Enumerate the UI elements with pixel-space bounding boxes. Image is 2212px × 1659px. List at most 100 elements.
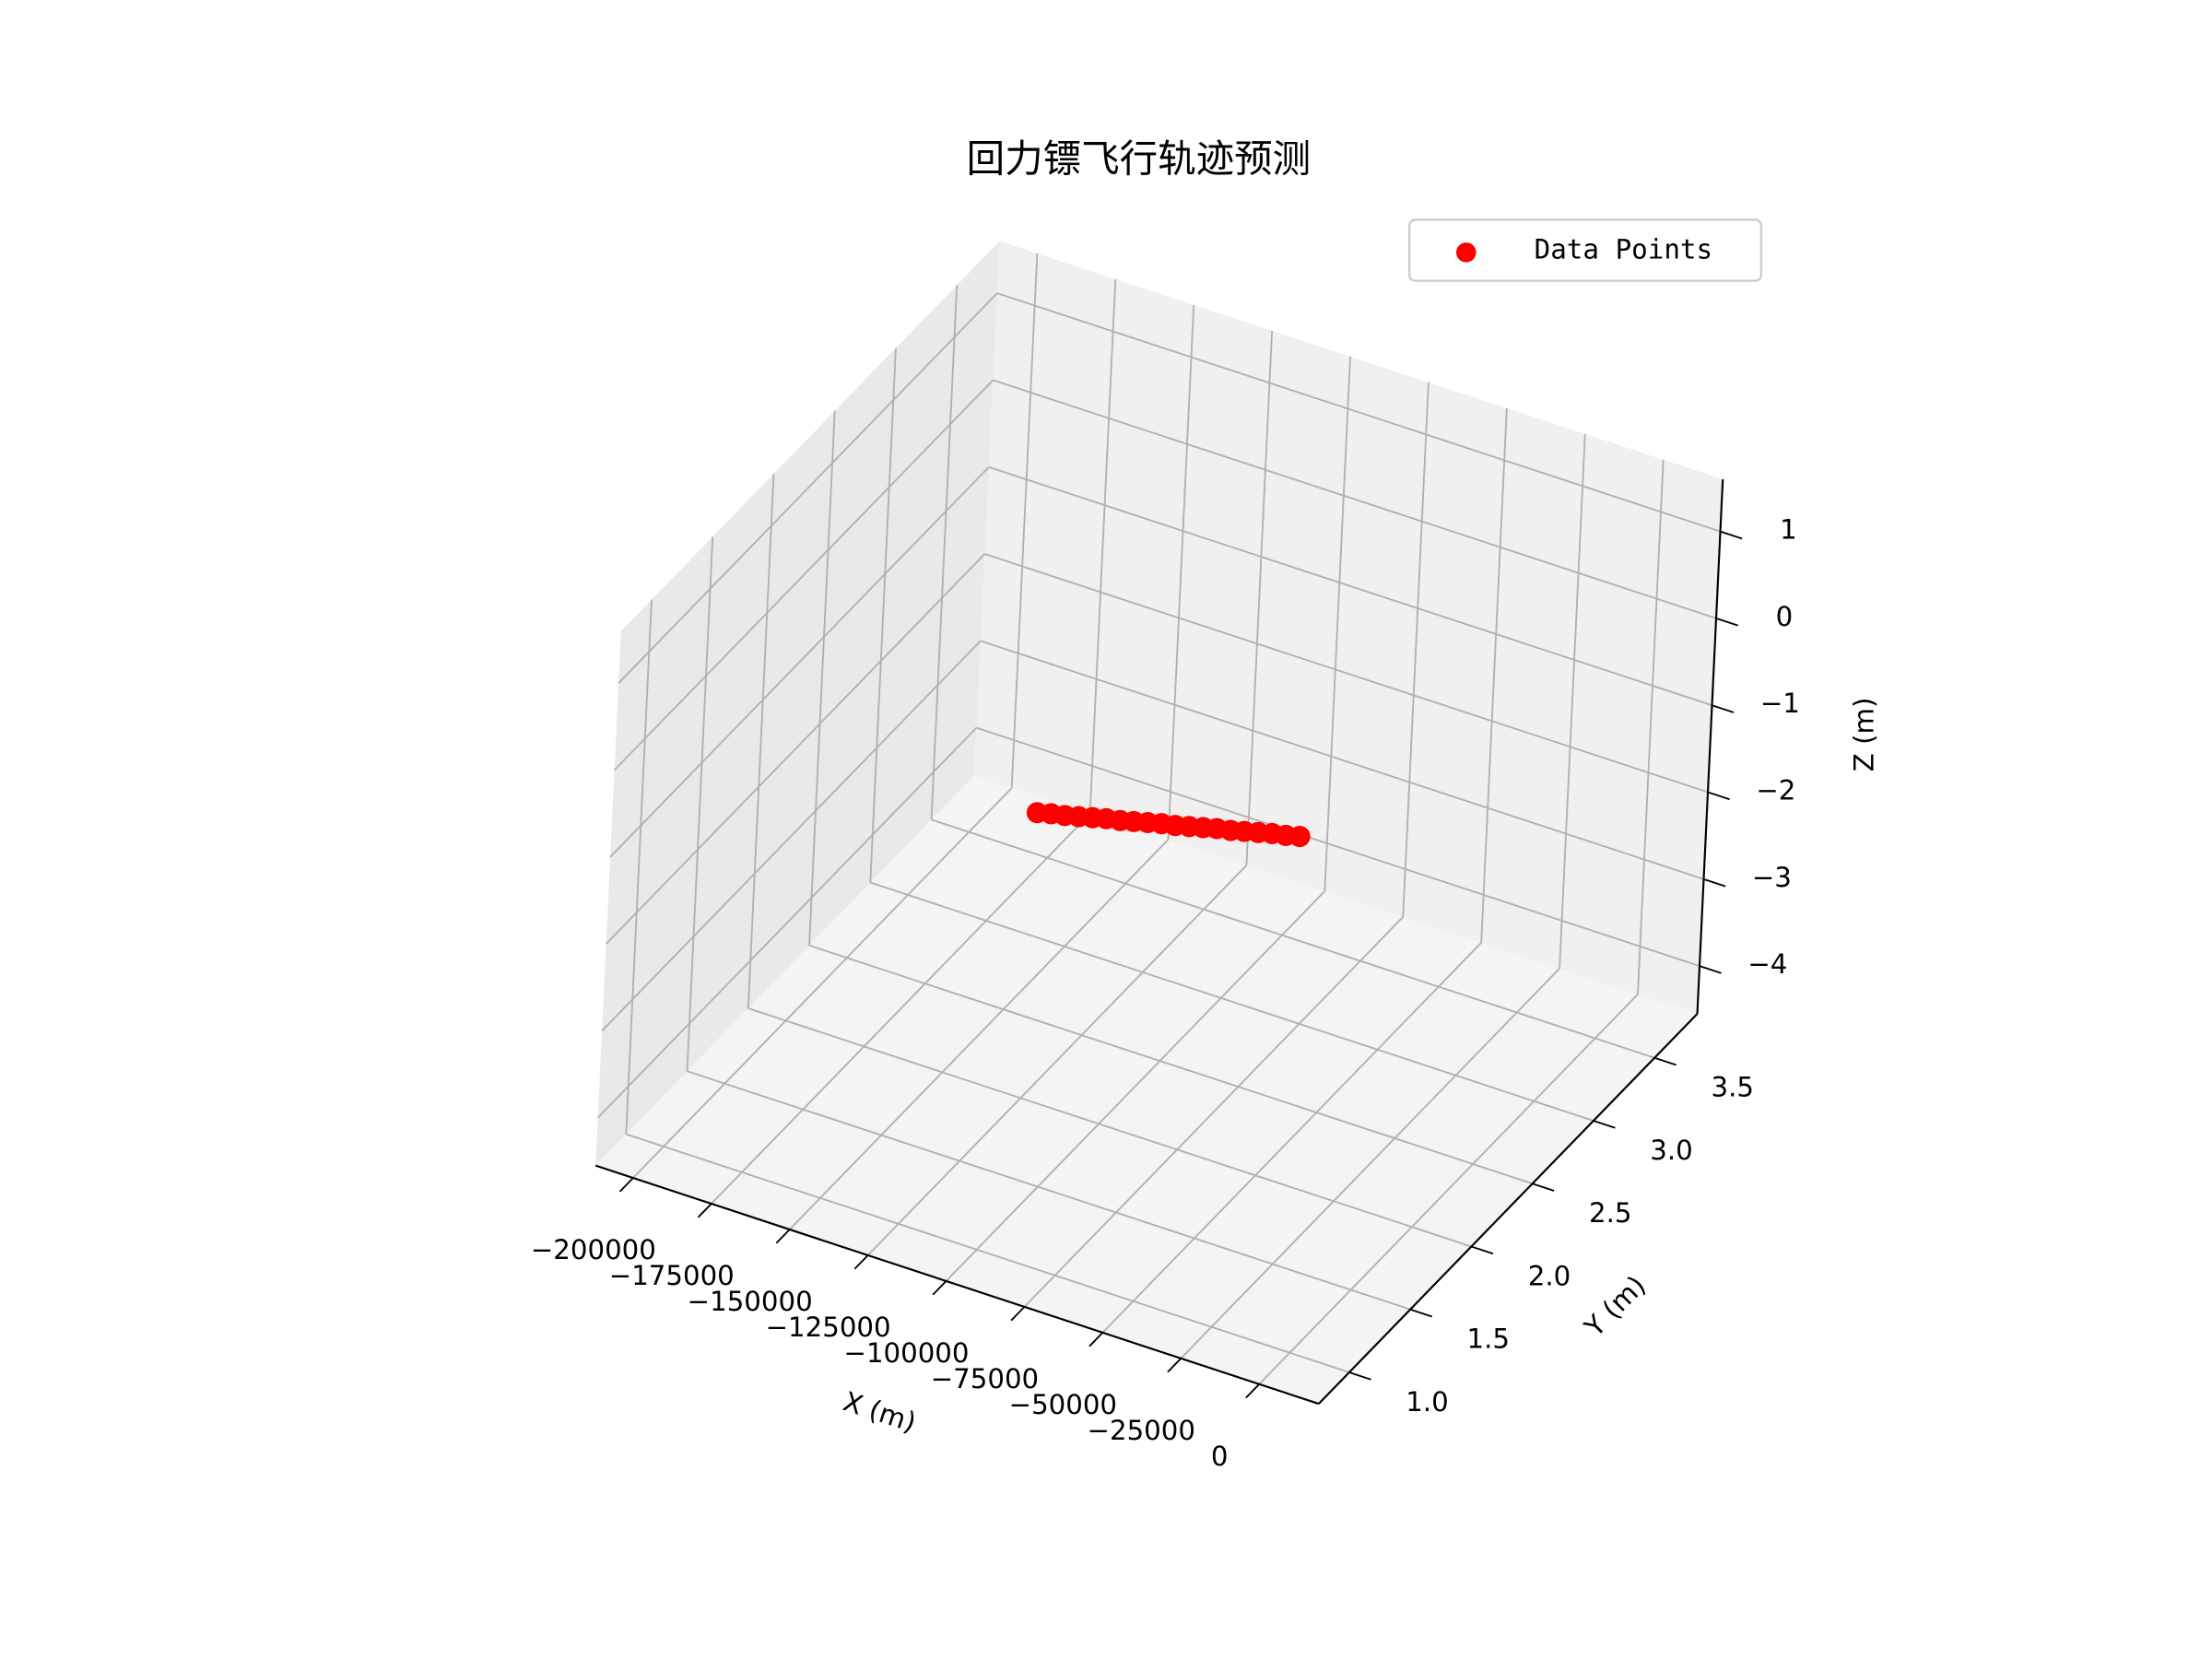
grid-line [870,881,1594,1122]
z-tick-label: 1 [1780,514,1797,546]
x-tick-label: 0 [1211,1441,1229,1472]
x-tick [1245,1383,1260,1399]
z-tick [1703,877,1726,888]
grid-line [945,890,1326,1282]
y-axis-line [1317,1013,1699,1405]
grid-line [747,473,775,1009]
grid-line [1324,356,1351,891]
y-tick-label: 1.0 [1406,1386,1448,1418]
z-tick [1720,530,1743,540]
z-tick-label: −2 [1756,775,1795,806]
grid-line [687,1070,1411,1311]
grid-line [1167,304,1195,840]
x-tick-label: −50000 [1009,1389,1117,1420]
grid-line [686,536,714,1072]
z-tick-label: −4 [1747,948,1787,980]
axes: −200000−175000−150000−125000−100000−7500… [531,478,1800,1472]
x-tick-label: −75000 [931,1363,1039,1394]
grid-line [1088,278,1117,814]
grid-line [1637,459,1665,994]
x-tick-label: −175000 [609,1260,735,1291]
z-tick-label: 0 [1776,601,1794,632]
x-tick [932,1280,947,1296]
y-tick [1471,1245,1494,1255]
grid-line [1023,916,1404,1308]
grid-line [993,379,1717,619]
grid-line [808,410,836,946]
grid-line [931,818,1655,1059]
grid-line [976,726,1700,968]
x-tick [697,1203,712,1218]
grid-line [618,292,998,684]
x-tick [1088,1332,1104,1347]
grid-line [625,599,653,1135]
grid-line [605,553,986,945]
grid-line [747,1007,1472,1248]
grid-line [789,839,1170,1230]
grid-line [996,292,1721,533]
z-axis-line [1696,478,1724,1015]
grid-line [984,553,1709,794]
chart-title: 回力镖飞行轨迹预测 [967,135,1312,181]
grid-line [980,640,1704,880]
grid-line [596,727,978,1119]
grid-line [613,379,994,771]
legend-frame [1408,218,1762,282]
z-tick [1707,791,1730,801]
x-tick [1167,1358,1182,1373]
y-tick-label: 1.5 [1467,1324,1510,1355]
legend: Data Points [1408,218,1762,282]
legend-label: Data Points [1535,233,1713,265]
x-axis-line [594,1164,1320,1406]
z-axis-label: Z (m) [1849,698,1880,772]
y-tick [1348,1371,1371,1381]
panes [595,241,1724,1405]
data-point [1288,826,1311,848]
grid-line [1559,433,1586,969]
grid-line [988,465,1712,707]
grid-line [601,640,982,1032]
x-tick [1010,1306,1026,1322]
y-tick [1593,1120,1616,1129]
grid-line [1402,382,1430,917]
x-tick-label: −150000 [688,1286,813,1317]
grid-line [1480,407,1508,943]
z-tick-label: −3 [1752,862,1792,893]
y-tick-label: 2.0 [1528,1260,1571,1291]
grid-line [1101,942,1482,1334]
legend-marker [1456,242,1477,263]
x-tick [775,1229,791,1244]
x-tick-label: −200000 [531,1234,656,1265]
grid-line [711,813,1091,1205]
grid-line [869,347,897,883]
grid-line [1245,330,1274,865]
x-tick-label: −125000 [766,1312,891,1343]
x-tick-label: −100000 [843,1337,969,1369]
z-tick [1712,704,1735,713]
grid-line [930,285,959,820]
grid-line [1010,253,1039,789]
x-tick [853,1254,869,1270]
z-tick [1699,965,1722,974]
y-tick-label: 3.0 [1650,1135,1692,1166]
grid-line [808,944,1533,1185]
y-tick [1532,1182,1555,1192]
grid-line [866,865,1248,1256]
y-tick [1653,1056,1677,1066]
y-tick-label: 2.5 [1589,1197,1631,1229]
z-tick-label: −1 [1760,688,1800,719]
grid-line [625,1133,1350,1373]
y-tick [1409,1308,1432,1318]
x-tick-label: −25000 [1088,1415,1195,1446]
grid-line [1180,968,1560,1359]
grid-line [1258,994,1639,1385]
grid-line [609,466,990,858]
grid-line [632,787,1013,1179]
x-tick [618,1177,634,1193]
z-tick [1715,618,1738,627]
marks [1026,802,1311,848]
y-tick-label: 3.5 [1712,1072,1754,1103]
